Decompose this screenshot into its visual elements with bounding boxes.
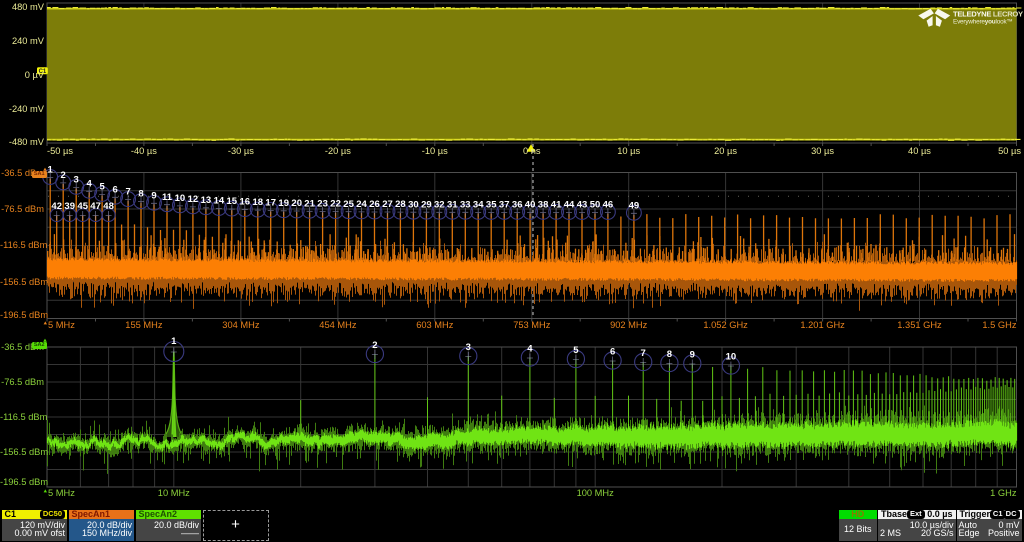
svg-text:29: 29 (421, 199, 432, 210)
svg-text:6: 6 (610, 346, 615, 357)
svg-text:23: 23 (317, 199, 328, 210)
svg-text:7: 7 (125, 187, 130, 198)
svg-text:6: 6 (112, 184, 117, 195)
svg-text:7: 7 (641, 348, 646, 359)
svg-text:49: 49 (629, 200, 640, 211)
svg-text:Everywhereyoulook™: Everywhereyoulook™ (953, 19, 1013, 26)
svg-text:19: 19 (278, 198, 289, 209)
svg-text:44: 44 (564, 200, 575, 211)
svg-text:TELEDYNE LECROY: TELEDYNE LECROY (953, 9, 1023, 18)
svg-text:34: 34 (473, 200, 484, 211)
svg-text:31: 31 (447, 199, 458, 210)
svg-text:21: 21 (304, 198, 315, 209)
svg-text:22: 22 (330, 199, 341, 210)
svg-text:24: 24 (356, 199, 367, 210)
svg-text:47: 47 (90, 201, 101, 212)
svg-text:50: 50 (590, 200, 601, 211)
svg-text:17: 17 (265, 198, 276, 209)
svg-text:3: 3 (466, 342, 471, 353)
svg-text:28: 28 (395, 199, 406, 210)
svg-text:9: 9 (690, 349, 695, 360)
svg-text:10: 10 (726, 351, 737, 362)
svg-text:45: 45 (77, 201, 88, 212)
svg-text:4: 4 (527, 343, 533, 354)
svg-text:C1: C1 (39, 69, 47, 75)
svg-text:16: 16 (240, 197, 251, 208)
svg-text:35: 35 (486, 200, 497, 211)
svg-text:1: 1 (48, 165, 54, 176)
svg-text:26: 26 (369, 199, 380, 210)
svg-text:30: 30 (408, 199, 419, 210)
svg-text:20: 20 (291, 198, 302, 209)
svg-text:12: 12 (188, 194, 199, 205)
svg-text:2: 2 (61, 170, 66, 181)
svg-text:32: 32 (434, 199, 445, 210)
svg-text:2: 2 (372, 340, 377, 351)
svg-text:25: 25 (343, 199, 354, 210)
svg-text:8: 8 (667, 349, 672, 360)
svg-text:13: 13 (201, 195, 212, 206)
svg-text:46: 46 (603, 200, 614, 211)
svg-text:9: 9 (151, 190, 156, 201)
svg-text:3: 3 (74, 175, 79, 186)
svg-text:42: 42 (51, 201, 62, 212)
svg-text:5: 5 (573, 345, 579, 356)
svg-text:14: 14 (214, 196, 225, 207)
svg-text:18: 18 (253, 197, 264, 208)
svg-text:11: 11 (162, 192, 173, 203)
svg-text:39: 39 (64, 201, 75, 212)
svg-text:48: 48 (103, 201, 114, 212)
svg-text:40: 40 (525, 200, 536, 211)
svg-text:15: 15 (227, 196, 238, 207)
svg-text:4: 4 (87, 178, 93, 189)
svg-text:33: 33 (460, 199, 471, 210)
svg-text:1: 1 (171, 336, 177, 347)
svg-text:41: 41 (551, 200, 562, 211)
svg-text:43: 43 (577, 200, 588, 211)
svg-text:27: 27 (382, 199, 393, 210)
svg-text:37: 37 (499, 200, 510, 211)
svg-text:38: 38 (538, 200, 549, 211)
svg-text:36: 36 (512, 200, 523, 211)
svg-text:8: 8 (138, 189, 143, 200)
svg-text:10: 10 (175, 193, 186, 204)
svg-text:5: 5 (99, 182, 105, 193)
